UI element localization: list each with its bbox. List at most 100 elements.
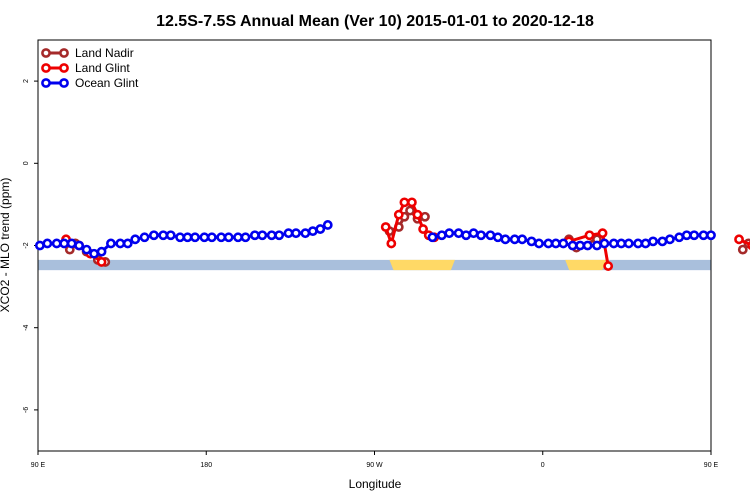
land-segment (565, 259, 607, 271)
data-point (689, 230, 700, 241)
data-point (640, 238, 651, 249)
data-point (420, 211, 430, 222)
data-point (139, 232, 150, 243)
data-point (599, 238, 610, 249)
data-point (206, 232, 217, 243)
data-point (550, 238, 561, 249)
x-tick-label: 90 E (31, 462, 46, 469)
data-point (307, 226, 318, 237)
data-point (257, 230, 268, 241)
data-point (468, 228, 479, 239)
data-point (393, 209, 404, 220)
data-point (706, 230, 716, 241)
data-point (582, 240, 593, 251)
data-point (59, 238, 70, 249)
legend-swatch-marker (41, 78, 51, 88)
data-point (461, 230, 472, 241)
data-point (534, 238, 544, 249)
x-axis: 90 E 180 90 W 0 90 E (31, 451, 719, 469)
legend-item: Land Nadir (41, 46, 134, 60)
data-point (664, 234, 675, 245)
data-point (526, 236, 537, 247)
data-point (476, 230, 486, 241)
data-point (96, 246, 107, 257)
data-point (74, 240, 85, 251)
data-point (199, 232, 210, 243)
data-point (399, 197, 410, 208)
data-point (223, 232, 234, 243)
data-point (657, 236, 668, 247)
land-segment (389, 259, 455, 271)
data-point (34, 240, 45, 251)
data-point (444, 228, 455, 239)
legend-label: Land Nadir (75, 46, 134, 60)
y-axis-title: XCO2 - MLO trend (ppm) (0, 178, 12, 313)
series-line (738, 237, 750, 247)
data-point (509, 234, 520, 245)
data-point (575, 240, 586, 251)
ocean-band (38, 259, 711, 271)
legend-label: Land Glint (75, 61, 130, 75)
legend-swatch-marker (41, 63, 51, 73)
x-axis-title: Longitude (349, 477, 402, 491)
legend-swatch-marker (41, 48, 51, 58)
data-point (500, 234, 511, 245)
data-point (648, 236, 658, 247)
data-point (158, 230, 169, 241)
data-point (623, 238, 634, 249)
legend-swatch-marker (59, 63, 69, 73)
y-tick-label: -6 (23, 407, 30, 413)
data-point (300, 228, 311, 239)
data-point (608, 238, 619, 249)
data-point (233, 232, 243, 243)
data-point (412, 209, 423, 220)
data-point (616, 238, 627, 249)
data-point (592, 240, 602, 251)
legend-swatch-marker (59, 48, 69, 58)
data-point (96, 257, 107, 267)
data-point (597, 228, 608, 239)
data-point (66, 238, 77, 249)
data-point (633, 238, 643, 249)
series-line (568, 231, 610, 267)
data-point (106, 238, 116, 249)
data-point (315, 224, 326, 234)
x-tick-label: 0 (541, 462, 545, 469)
legend-item: Land Glint (41, 61, 130, 75)
data-point (492, 232, 503, 243)
data-point (405, 205, 415, 216)
data-point (51, 238, 62, 249)
data-point (427, 232, 438, 243)
data-point (115, 238, 126, 249)
data-point (698, 230, 709, 241)
x-tick-label: 180 (200, 462, 212, 469)
y-tick-label: 0 (23, 161, 30, 165)
data-point (584, 230, 595, 241)
land-ocean-band (38, 259, 711, 271)
y-tick-label: -2 (23, 242, 30, 248)
data-point (249, 230, 260, 241)
data-point (436, 230, 447, 241)
data-point (558, 238, 569, 249)
data-point (380, 222, 391, 232)
data-point (681, 230, 692, 241)
data-point (543, 238, 554, 249)
data-point (418, 224, 429, 234)
y-tick-label: -4 (23, 324, 30, 330)
data-point (216, 232, 227, 243)
data-point (734, 234, 744, 245)
chart-title: 12.5S-7.5S Annual Mean (Ver 10) 2015-01-… (156, 13, 594, 30)
x-tick-label: 90 W (366, 462, 383, 469)
data-point (291, 228, 301, 239)
data-point (386, 238, 397, 249)
data-point (130, 234, 141, 245)
data-point (42, 238, 53, 249)
data-point (89, 248, 99, 259)
data-point (737, 244, 748, 255)
data-point (266, 230, 277, 241)
data-point (453, 228, 464, 239)
data-point (122, 238, 133, 249)
data-point (674, 232, 685, 243)
